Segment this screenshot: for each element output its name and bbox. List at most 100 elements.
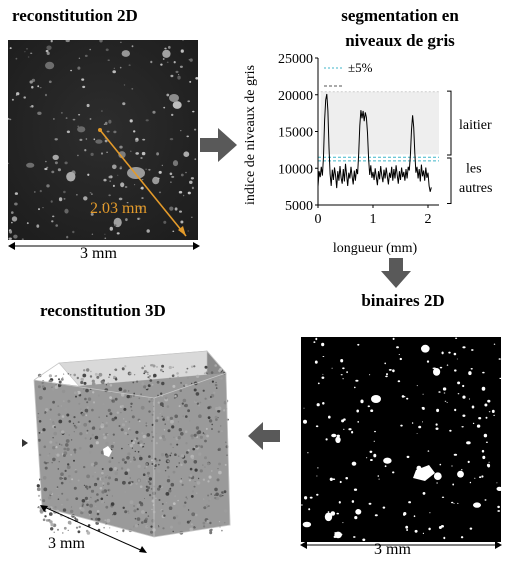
binary-particle — [330, 511, 336, 516]
cube-texture-grain — [210, 371, 214, 374]
binary-particle — [432, 367, 435, 369]
binary-particle — [331, 367, 333, 369]
cube-texture-grain — [155, 419, 159, 423]
cube-texture-grain — [105, 505, 109, 509]
binary-particle — [460, 536, 464, 539]
cube-texture-grain — [126, 394, 130, 399]
binary-particle — [348, 428, 352, 431]
binary-particle — [468, 371, 472, 376]
cube-texture-grain — [128, 477, 130, 479]
grayscale-particle — [23, 96, 26, 99]
cube-texture-grain — [63, 526, 67, 530]
grayscale-particle — [183, 151, 190, 157]
cube-texture-grain — [190, 434, 194, 438]
cube-texture-grain — [122, 529, 125, 532]
grayscale-particle — [185, 171, 187, 174]
cube-texture-grain — [216, 497, 220, 501]
cube-texture-grain — [197, 430, 202, 434]
cube-texture-grain — [123, 418, 125, 420]
cube-texture-grain — [141, 432, 144, 435]
cube-texture-grain — [133, 392, 136, 395]
cube-texture-grain — [217, 448, 220, 451]
cube-texture-grain — [169, 487, 172, 490]
binary-particle — [398, 354, 400, 355]
cube-texture-grain — [99, 428, 101, 431]
cube-texture-grain — [103, 436, 107, 440]
grayscale-particle — [99, 40, 103, 43]
binary-particle — [422, 421, 423, 423]
cube-texture-grain — [198, 404, 200, 407]
cube-texture-grain — [145, 462, 149, 466]
cube-texture-grain — [196, 481, 201, 485]
grayscale-particle — [106, 151, 108, 153]
binary-2d-image — [301, 337, 501, 542]
cube-texture-grain — [49, 477, 52, 480]
cube-texture-grain — [185, 451, 189, 454]
cube-texture-grain — [215, 492, 219, 497]
binary-particle — [466, 441, 471, 445]
binary-particle — [403, 512, 407, 516]
binary-particle — [497, 505, 500, 509]
cube-texture-grain — [186, 520, 190, 524]
cube-texture-grain — [165, 502, 167, 504]
cube-texture-grain — [147, 384, 151, 387]
binary-particle — [462, 414, 466, 417]
cube-texture-grain — [109, 396, 112, 399]
binary-particle — [441, 496, 445, 498]
cube-texture-grain — [111, 399, 114, 402]
grayscale-particle — [195, 77, 198, 80]
grayscale-particle — [26, 48, 28, 50]
binary-particle — [322, 373, 324, 375]
grayscale-particle — [119, 145, 123, 149]
cube-texture-grain — [196, 492, 198, 494]
cube-texture-grain — [203, 433, 206, 435]
grayscale-particle — [174, 207, 178, 211]
grayscale-particle — [8, 237, 12, 240]
cube-texture-grain — [79, 432, 83, 436]
cube-texture-grain — [198, 427, 200, 429]
grayscale-particle — [52, 215, 55, 218]
cube-texture-grain — [199, 469, 203, 473]
binary-particle — [457, 393, 460, 395]
binary-particle — [405, 525, 409, 529]
cube-texture-grain — [156, 469, 161, 473]
cube-texture-grain — [109, 467, 113, 472]
grayscale-particle — [58, 197, 63, 202]
grayscale-particle — [166, 93, 170, 97]
cube-texture-grain — [55, 375, 58, 377]
cube-texture-grain — [225, 441, 227, 444]
cube-texture-grain — [73, 391, 77, 395]
cube-texture-grain — [208, 499, 211, 502]
cube-texture-grain — [175, 514, 179, 518]
cube-texture-grain — [116, 531, 118, 533]
binary-particle — [488, 461, 490, 463]
cube-texture-grain — [61, 504, 63, 506]
cube-texture-grain — [77, 479, 80, 482]
cube-texture-grain — [193, 433, 197, 437]
grayscale-particle — [150, 60, 153, 64]
cube-texture-grain — [101, 471, 104, 475]
binary-particle — [496, 486, 501, 491]
cube-texture-grain — [106, 415, 108, 417]
cube-texture-grain — [89, 375, 93, 378]
cube-texture-grain — [37, 385, 41, 389]
grayscale-particle — [61, 112, 63, 114]
cube-texture-grain — [137, 442, 140, 445]
chart-x-tick-label: 2 — [425, 212, 432, 227]
binary-particle — [304, 496, 308, 500]
cube-texture-grain — [60, 481, 64, 485]
cube-texture-grain — [185, 371, 188, 374]
grayscale-particle — [39, 87, 42, 89]
binary-particle — [484, 403, 488, 407]
cube-texture-grain — [94, 461, 98, 466]
cube-texture-grain — [180, 454, 185, 458]
binary-particle — [443, 392, 446, 394]
cube-texture-grain — [139, 440, 143, 444]
cube-texture-grain — [162, 418, 165, 421]
grayscale-particle — [142, 138, 146, 141]
cube-texture-grain — [36, 484, 40, 488]
cube-texture-grain — [214, 496, 217, 500]
grayscale-particle — [14, 202, 18, 206]
cube-texture-grain — [154, 457, 157, 460]
binary-particle — [354, 516, 358, 520]
